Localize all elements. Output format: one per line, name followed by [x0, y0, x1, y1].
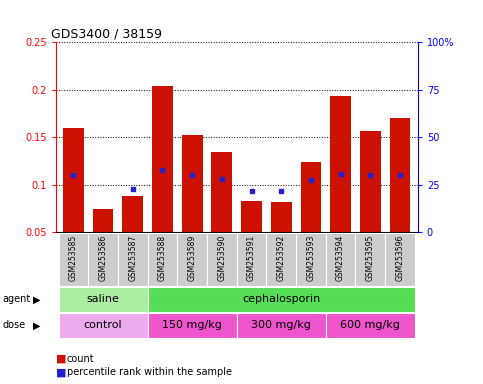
Bar	[63, 128, 84, 232]
Bar	[271, 202, 292, 232]
Text: dose: dose	[2, 320, 26, 331]
Text: cephalosporin: cephalosporin	[242, 294, 320, 305]
Text: GSM253586: GSM253586	[99, 235, 108, 281]
Bar	[118, 233, 148, 286]
Text: agent: agent	[2, 294, 30, 305]
Bar	[148, 233, 177, 286]
Bar	[152, 86, 173, 232]
Text: GSM253594: GSM253594	[336, 235, 345, 281]
Bar	[212, 152, 232, 232]
Bar	[300, 162, 321, 232]
Text: ▶: ▶	[32, 320, 40, 331]
Text: GSM253587: GSM253587	[128, 235, 137, 281]
Bar	[88, 233, 118, 286]
Text: percentile rank within the sample: percentile rank within the sample	[67, 367, 232, 377]
Text: GSM253596: GSM253596	[396, 235, 404, 281]
Bar	[296, 233, 326, 286]
Text: GSM253593: GSM253593	[306, 235, 315, 281]
Text: control: control	[84, 320, 122, 331]
Text: saline: saline	[86, 294, 119, 305]
Bar	[385, 233, 415, 286]
Bar	[330, 96, 351, 232]
Bar	[326, 233, 355, 286]
Bar	[326, 313, 415, 338]
Bar	[93, 209, 114, 232]
Text: ▶: ▶	[32, 294, 40, 305]
Bar	[177, 233, 207, 286]
Text: GSM253590: GSM253590	[217, 235, 227, 281]
Text: GSM253591: GSM253591	[247, 235, 256, 281]
Bar	[237, 233, 266, 286]
Text: GSM253585: GSM253585	[69, 235, 78, 281]
Text: ■: ■	[56, 354, 66, 364]
Bar	[355, 233, 385, 286]
Bar	[207, 233, 237, 286]
Bar	[266, 233, 296, 286]
Bar	[58, 313, 148, 338]
Text: 600 mg/kg: 600 mg/kg	[341, 320, 400, 331]
Text: ■: ■	[56, 367, 66, 377]
Text: GSM253595: GSM253595	[366, 235, 375, 281]
Text: GSM253592: GSM253592	[277, 235, 286, 281]
Text: GSM253589: GSM253589	[187, 235, 197, 281]
Bar	[122, 196, 143, 232]
Text: 150 mg/kg: 150 mg/kg	[162, 320, 222, 331]
Bar	[58, 287, 148, 312]
Bar	[182, 136, 202, 232]
Text: GDS3400 / 38159: GDS3400 / 38159	[51, 27, 162, 40]
Bar	[148, 287, 415, 312]
Text: 300 mg/kg: 300 mg/kg	[251, 320, 311, 331]
Bar	[390, 118, 411, 232]
Bar	[241, 201, 262, 232]
Text: GSM253588: GSM253588	[158, 235, 167, 281]
Bar	[237, 313, 326, 338]
Bar	[58, 233, 88, 286]
Bar	[360, 131, 381, 232]
Text: count: count	[67, 354, 94, 364]
Bar	[148, 313, 237, 338]
